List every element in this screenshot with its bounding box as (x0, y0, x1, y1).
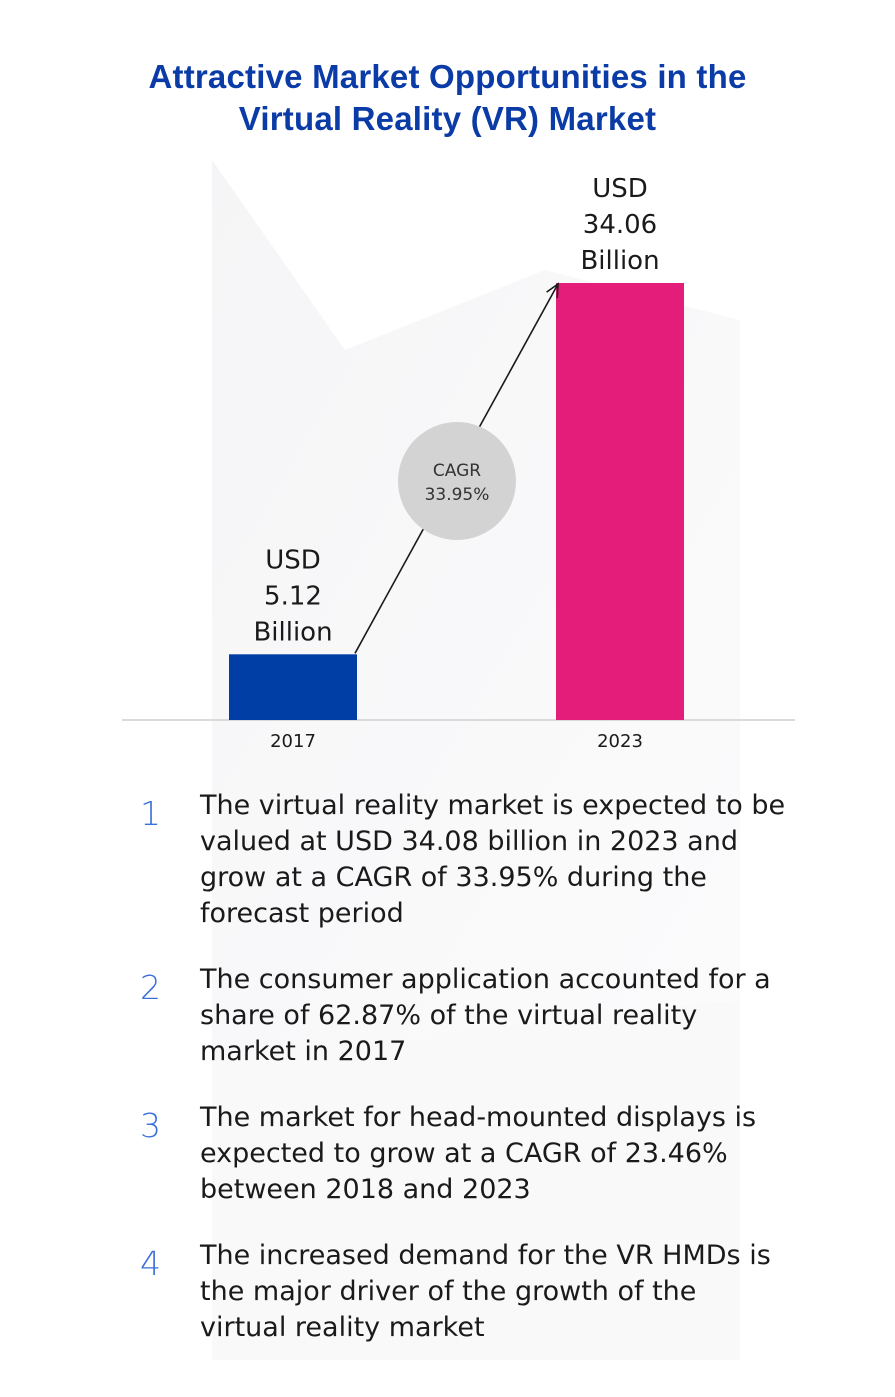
key-point-item: 3 The market for head-mounted displays is… (140, 1100, 790, 1208)
key-point-item: 4 The increased demand for the VR HMDs is… (140, 1238, 790, 1346)
bar-value-label-2023: Billion (580, 246, 659, 276)
cagr-value: 33.95% (425, 485, 490, 505)
cagr-circle (398, 422, 516, 540)
key-point-item: 1 The virtual reality market is expected … (140, 788, 790, 932)
key-point-number: 2 (140, 968, 161, 1007)
key-point-text: The virtual reality market is expected t… (200, 790, 786, 929)
key-point-number: 4 (140, 1244, 161, 1283)
chart-title-line-1: Attractive Market Opportunities in the (148, 58, 747, 95)
key-points-list: 1 The virtual reality market is expected … (140, 788, 790, 1376)
cagr-label: CAGR (433, 461, 481, 481)
bar-2023 (556, 283, 684, 720)
bar-value-label-2017: Billion (253, 617, 332, 647)
key-point-number: 1 (140, 794, 161, 833)
x-tick-label-2023: 2023 (597, 731, 643, 752)
x-tick-label-2017: 2017 (270, 731, 316, 752)
key-point-item: 2 The consumer application accounted for … (140, 962, 790, 1070)
key-point-text: The consumer application accounted for a… (200, 964, 771, 1067)
bar-chart: USD 5.12 Billion 2017 USD 34.06 Billion 2023 CAG… (122, 174, 795, 752)
key-point-text: The market for head-mounted displays is … (200, 1102, 757, 1205)
bar-value-label-2017: USD (265, 545, 321, 575)
growth-arrow-head (546, 282, 559, 299)
key-point-number: 3 (140, 1106, 161, 1145)
key-point-text: The increased demand for the VR HMDs is … (200, 1240, 771, 1343)
bar-value-label-2017: 5.12 (264, 581, 322, 611)
bar-value-label-2023: 34.06 (583, 210, 657, 240)
bar-2017 (229, 654, 357, 720)
chart-title-line-2: Virtual Reality (VR) Market (238, 100, 657, 137)
chart-title: Attractive Market Opportunities in the V… (0, 56, 895, 140)
bar-value-label-2023: USD (592, 174, 648, 204)
